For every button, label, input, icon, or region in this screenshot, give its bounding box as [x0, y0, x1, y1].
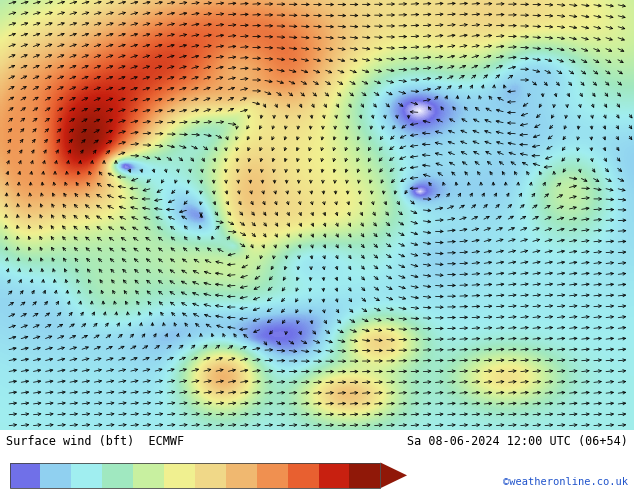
Bar	[257, 463, 288, 488]
Bar	[102, 463, 133, 488]
Bar	[226, 463, 257, 488]
Bar	[71, 463, 102, 488]
Bar	[10, 463, 41, 488]
Text: Surface wind (bft)  ECMWF: Surface wind (bft) ECMWF	[6, 435, 184, 448]
Bar	[133, 463, 164, 488]
Bar	[349, 463, 380, 488]
Text: Sa 08-06-2024 12:00 UTC (06+54): Sa 08-06-2024 12:00 UTC (06+54)	[407, 435, 628, 448]
Bar	[195, 463, 226, 488]
Polygon shape	[380, 463, 407, 488]
Text: ©weatheronline.co.uk: ©weatheronline.co.uk	[503, 477, 628, 487]
Bar	[164, 463, 195, 488]
Bar	[41, 463, 71, 488]
Bar	[10, 463, 380, 488]
Bar	[318, 463, 349, 488]
Bar	[288, 463, 318, 488]
